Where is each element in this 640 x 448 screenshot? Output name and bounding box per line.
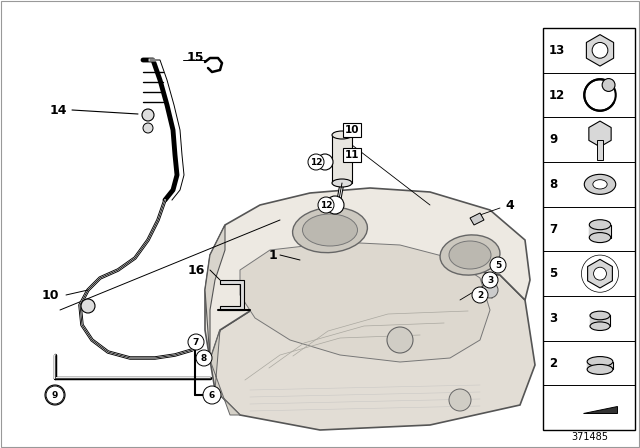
Text: 8: 8 xyxy=(549,178,557,191)
Circle shape xyxy=(482,282,498,298)
Ellipse shape xyxy=(593,180,607,189)
Text: 6: 6 xyxy=(209,391,215,400)
Circle shape xyxy=(326,196,344,214)
Circle shape xyxy=(593,267,607,280)
Polygon shape xyxy=(205,225,225,360)
Text: 12: 12 xyxy=(310,158,323,167)
Circle shape xyxy=(143,123,153,133)
Circle shape xyxy=(81,299,95,313)
Circle shape xyxy=(490,257,506,273)
Text: 12: 12 xyxy=(320,201,332,210)
Bar xyxy=(543,28,635,430)
Ellipse shape xyxy=(292,207,367,253)
Text: 16: 16 xyxy=(188,263,205,276)
Text: 9: 9 xyxy=(52,391,58,400)
Text: 5: 5 xyxy=(549,267,557,280)
Text: 15: 15 xyxy=(186,51,204,64)
Text: 5: 5 xyxy=(495,260,501,270)
Text: 371485: 371485 xyxy=(572,432,609,442)
Circle shape xyxy=(308,154,324,170)
Ellipse shape xyxy=(589,220,611,230)
Ellipse shape xyxy=(590,311,610,320)
Bar xyxy=(596,140,604,160)
Circle shape xyxy=(449,389,471,411)
Polygon shape xyxy=(210,265,535,430)
Text: 2: 2 xyxy=(549,357,557,370)
Circle shape xyxy=(482,272,498,288)
Polygon shape xyxy=(583,406,617,413)
Ellipse shape xyxy=(584,174,616,194)
Polygon shape xyxy=(240,242,490,362)
Polygon shape xyxy=(588,259,612,288)
Circle shape xyxy=(142,109,154,121)
Text: 9: 9 xyxy=(549,133,557,146)
Polygon shape xyxy=(470,213,484,225)
Circle shape xyxy=(387,327,413,353)
Text: 10: 10 xyxy=(41,289,59,302)
Ellipse shape xyxy=(587,364,613,375)
Ellipse shape xyxy=(332,179,352,187)
Text: 2: 2 xyxy=(477,290,483,300)
Text: 1: 1 xyxy=(269,249,277,262)
Circle shape xyxy=(592,43,608,58)
Circle shape xyxy=(196,350,212,366)
Circle shape xyxy=(317,154,333,170)
Text: 4: 4 xyxy=(506,198,515,211)
Polygon shape xyxy=(205,188,530,360)
Ellipse shape xyxy=(589,233,611,242)
Text: 10: 10 xyxy=(345,125,359,135)
Bar xyxy=(587,362,613,370)
Text: 13: 13 xyxy=(549,44,565,57)
Polygon shape xyxy=(589,121,611,147)
Bar xyxy=(590,315,610,326)
Circle shape xyxy=(46,386,64,404)
Ellipse shape xyxy=(587,357,613,366)
Circle shape xyxy=(472,287,488,303)
Text: 7: 7 xyxy=(193,337,199,346)
Polygon shape xyxy=(210,330,240,415)
Ellipse shape xyxy=(440,235,500,275)
Text: 12: 12 xyxy=(549,89,565,102)
Circle shape xyxy=(203,386,221,404)
Polygon shape xyxy=(220,280,244,310)
Bar xyxy=(589,225,611,237)
Circle shape xyxy=(318,197,334,213)
Text: 7: 7 xyxy=(549,223,557,236)
Text: 8: 8 xyxy=(201,353,207,362)
Text: 3: 3 xyxy=(487,276,493,284)
Ellipse shape xyxy=(449,241,491,269)
Polygon shape xyxy=(586,34,614,66)
Circle shape xyxy=(45,385,65,405)
Ellipse shape xyxy=(590,322,610,331)
Ellipse shape xyxy=(332,131,352,139)
Text: 11: 11 xyxy=(345,150,359,160)
Text: 3: 3 xyxy=(549,312,557,325)
Text: 14: 14 xyxy=(49,103,67,116)
Bar xyxy=(332,135,352,183)
Ellipse shape xyxy=(303,214,358,246)
Circle shape xyxy=(602,78,615,91)
Circle shape xyxy=(188,334,204,350)
